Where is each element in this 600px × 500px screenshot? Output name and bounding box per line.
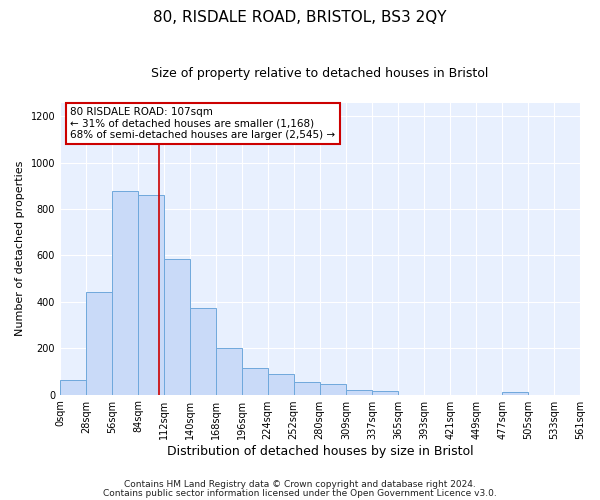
Bar [320, 384, 346, 394]
Text: Contains HM Land Registry data © Crown copyright and database right 2024.: Contains HM Land Registry data © Crown c… [124, 480, 476, 489]
Title: Size of property relative to detached houses in Bristol: Size of property relative to detached ho… [151, 68, 489, 80]
Y-axis label: Number of detached properties: Number of detached properties [15, 161, 25, 336]
Bar [138, 195, 164, 394]
Bar [60, 380, 86, 394]
Bar [242, 368, 268, 394]
Bar [373, 391, 398, 394]
Text: 80, RISDALE ROAD, BRISTOL, BS3 2QY: 80, RISDALE ROAD, BRISTOL, BS3 2QY [153, 10, 447, 25]
Bar [112, 190, 138, 394]
Bar [502, 392, 528, 394]
Bar [293, 382, 320, 394]
Bar [346, 390, 373, 394]
Bar [86, 292, 112, 394]
Bar [164, 260, 190, 394]
Text: Contains public sector information licensed under the Open Government Licence v3: Contains public sector information licen… [103, 488, 497, 498]
Bar [190, 308, 216, 394]
Bar [216, 348, 242, 395]
Text: 80 RISDALE ROAD: 107sqm
← 31% of detached houses are smaller (1,168)
68% of semi: 80 RISDALE ROAD: 107sqm ← 31% of detache… [70, 107, 335, 140]
Bar [268, 374, 293, 394]
X-axis label: Distribution of detached houses by size in Bristol: Distribution of detached houses by size … [167, 444, 473, 458]
